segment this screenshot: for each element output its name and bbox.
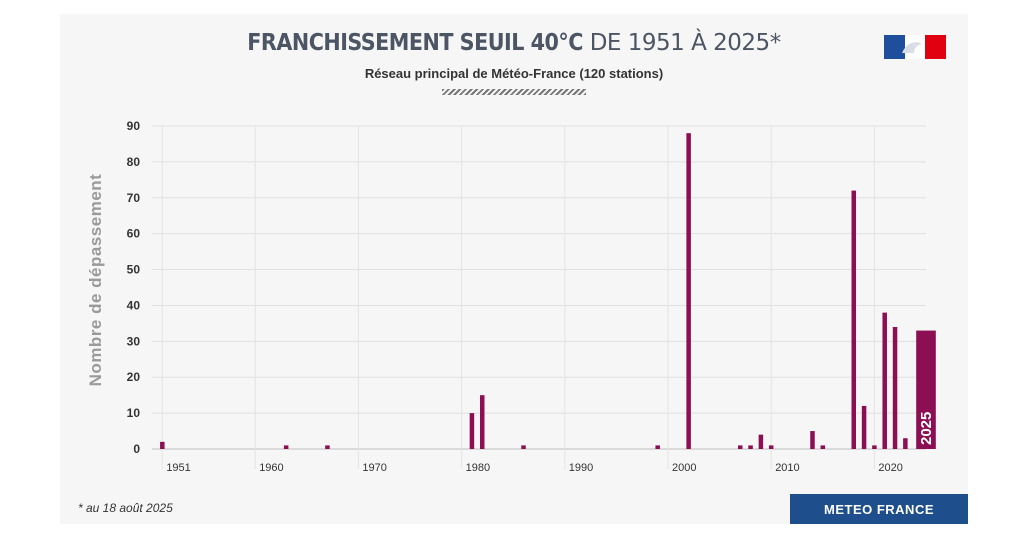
bar-1982 xyxy=(479,395,485,449)
bar-2020 xyxy=(872,445,877,449)
bar-2025 xyxy=(916,330,936,449)
y-tick-label: 40 xyxy=(127,298,141,312)
y-tick-label: 20 xyxy=(127,370,141,384)
bar-1967 xyxy=(325,445,330,449)
x-tick-label: 2020 xyxy=(878,462,902,474)
bar-2008 xyxy=(748,445,753,449)
chart-subtitle: Réseau principal de Météo-France (120 st… xyxy=(364,66,664,81)
x-tick-label: 1951 xyxy=(166,462,190,474)
x-tick-label: 1960 xyxy=(259,462,283,474)
chart-card xyxy=(60,14,968,524)
bar-2015 xyxy=(820,445,826,449)
bar-2010 xyxy=(768,445,774,449)
y-tick-label: 10 xyxy=(127,406,141,420)
y-tick-label: 50 xyxy=(127,263,141,277)
meteo-france-brand: METEO FRANCE xyxy=(790,494,968,524)
y-tick-label: 70 xyxy=(127,191,141,205)
grid xyxy=(152,125,926,469)
x-tick-label: 1990 xyxy=(569,462,593,474)
bar-2023 xyxy=(903,438,908,449)
bar-2019 xyxy=(861,405,867,449)
bar-2007 xyxy=(737,445,743,449)
bar-chart: 0 10 20 30 40 50 60 70 80 90 1951 1960 1970 1980 1990… xyxy=(127,119,936,474)
y-tick-label: 80 xyxy=(127,155,141,169)
bar-1951 xyxy=(160,441,165,449)
chart-title: FRANCHISSEMENT SEUIL 40°C DE 1951 À 2025… xyxy=(60,30,968,56)
bar-2021 xyxy=(882,312,887,449)
bar-2022 xyxy=(892,326,898,449)
bar-2002 xyxy=(686,133,691,449)
decorative-divider xyxy=(442,89,586,95)
republique-francaise-flag-icon xyxy=(884,35,946,59)
y-tick-label: 90 xyxy=(127,119,141,133)
title-strong: FRANCHISSEMENT SEUIL 40°C xyxy=(247,30,583,56)
bar-1999 xyxy=(655,445,660,449)
bar-2018 xyxy=(851,190,857,449)
footnote: * au 18 août 2025 xyxy=(78,501,173,515)
x-tick-label: 1980 xyxy=(466,462,490,474)
y-tick-label: 30 xyxy=(127,334,141,348)
y-axis-label: Nombre de dépassement xyxy=(86,173,105,387)
x-axis-ticks: 1951 1960 1970 1980 1990 2000 2010 2020 xyxy=(166,462,903,474)
bar-2009 xyxy=(758,434,764,449)
x-tick-label: 2000 xyxy=(672,462,696,474)
bars: 2025 xyxy=(160,133,936,449)
bar-1963 xyxy=(283,445,289,449)
bar-1981 xyxy=(469,413,475,449)
y-tick-label: 0 xyxy=(133,442,140,456)
bar-2014 xyxy=(810,431,815,449)
y-axis-ticks: 0 10 20 30 40 50 60 70 80 90 xyxy=(127,119,141,456)
x-tick-label: 2010 xyxy=(775,462,799,474)
y-tick-label: 60 xyxy=(127,227,141,241)
x-tick-label: 1970 xyxy=(362,462,386,474)
title-light: DE 1951 À 2025* xyxy=(582,30,781,56)
bar-1986 xyxy=(521,445,526,449)
bar-label-2025: 2025 xyxy=(918,412,935,445)
